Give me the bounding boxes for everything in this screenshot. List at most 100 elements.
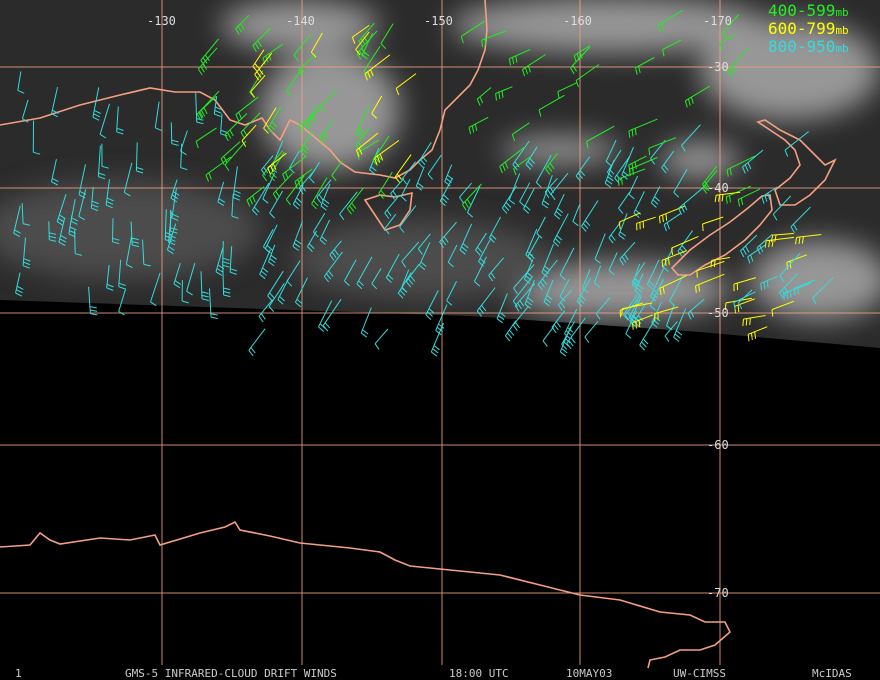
wind-barb <box>125 236 133 269</box>
wind-barb <box>559 326 572 357</box>
wind-barb <box>343 259 357 287</box>
wind-barb <box>654 306 679 321</box>
wind-barb <box>292 184 304 210</box>
wind-barb <box>213 95 222 118</box>
wind-barb <box>544 177 558 199</box>
wind-barb <box>581 269 591 293</box>
wind-barb <box>15 272 24 297</box>
wind-barb <box>737 289 753 310</box>
wind-barb <box>447 244 458 268</box>
wind-barb <box>501 185 518 214</box>
wind-barb <box>51 87 59 118</box>
wind-barb <box>180 143 188 171</box>
wind-barb <box>235 96 259 122</box>
wind-barb <box>646 259 660 290</box>
wind-barb <box>684 85 711 108</box>
wind-barb <box>21 99 29 123</box>
wind-barb <box>481 30 507 48</box>
wind-barb <box>316 179 332 204</box>
wind-barb <box>527 235 540 262</box>
wind-barb <box>812 276 834 305</box>
wind-barb <box>508 173 521 205</box>
wind-barb <box>557 289 572 311</box>
wind-barb <box>594 233 606 264</box>
wind-barb <box>663 213 681 232</box>
wind-barb <box>232 166 241 201</box>
wind-barb <box>394 154 412 183</box>
wind-barb <box>511 122 530 142</box>
wind-barb <box>512 276 533 307</box>
wind-barb <box>559 279 570 302</box>
wind-barb <box>677 230 694 257</box>
wind-barb <box>220 113 228 137</box>
wind-barb <box>360 307 372 338</box>
wind-barbs <box>13 9 834 357</box>
wind-barb <box>323 251 343 283</box>
wind-barb <box>658 205 686 224</box>
wind-barb <box>608 222 621 244</box>
wind-barb <box>779 273 799 299</box>
wind-barb <box>390 178 405 200</box>
wind-barb <box>358 22 375 48</box>
wind-barb <box>286 260 301 287</box>
wind-barb <box>168 211 176 246</box>
wind-barb <box>618 212 641 230</box>
wind-barb <box>378 171 393 199</box>
wind-barb <box>669 274 684 307</box>
wind-barb <box>727 47 749 78</box>
wind-barb <box>264 224 278 254</box>
wind-barb <box>181 280 189 304</box>
wind-barb <box>418 242 431 271</box>
wind-barb <box>760 275 778 291</box>
wind-barb <box>756 233 773 255</box>
wind-barb <box>687 298 705 320</box>
wind-barb <box>439 177 453 207</box>
wind-barb <box>636 216 656 231</box>
wind-barb <box>356 30 378 60</box>
product-title: GMS-5 INFRARED-CLOUD DRIFT WINDS <box>125 667 337 680</box>
legend-range: 800-950 <box>768 37 835 56</box>
wind-barb <box>770 233 794 243</box>
wind-barb <box>554 193 565 220</box>
wind-barb <box>488 257 504 282</box>
wind-barb <box>106 265 114 291</box>
wind-barb <box>435 304 448 336</box>
wind-barb <box>135 142 144 174</box>
wind-barb <box>402 161 416 185</box>
wind-barb <box>784 131 809 157</box>
lon-label: -150 <box>424 14 453 28</box>
wind-barb <box>635 57 655 75</box>
wind-barb <box>112 218 120 245</box>
legend-unit: mb <box>835 24 848 37</box>
wind-barb <box>473 256 487 287</box>
wind-barb <box>446 281 457 306</box>
wind-barb <box>142 239 151 267</box>
wind-barb <box>512 305 529 331</box>
wind-barb <box>294 168 313 189</box>
wind-barb <box>495 86 513 101</box>
wind-barb <box>268 244 277 267</box>
wind-barb <box>538 94 565 117</box>
wind-barb <box>499 147 525 174</box>
wind-barb <box>217 181 226 207</box>
wind-barb <box>570 46 591 75</box>
wind-barb <box>542 325 555 347</box>
wind-barb <box>209 288 218 320</box>
wind-barb <box>621 302 652 316</box>
wind-barb <box>504 320 517 342</box>
date: 10MAY03 <box>566 667 612 680</box>
wind-barb <box>259 249 271 280</box>
wind-barb <box>795 234 822 245</box>
wind-barb <box>355 31 370 56</box>
wind-barb <box>329 240 342 261</box>
wind-barb <box>586 125 615 149</box>
legend-entry: 800-950mb <box>768 37 849 56</box>
wind-barb <box>21 203 31 226</box>
wind-barb <box>417 233 431 255</box>
wind-barb <box>719 33 736 51</box>
wind-barb <box>312 212 326 238</box>
wind-barb <box>339 191 358 220</box>
wind-barb <box>286 70 302 97</box>
